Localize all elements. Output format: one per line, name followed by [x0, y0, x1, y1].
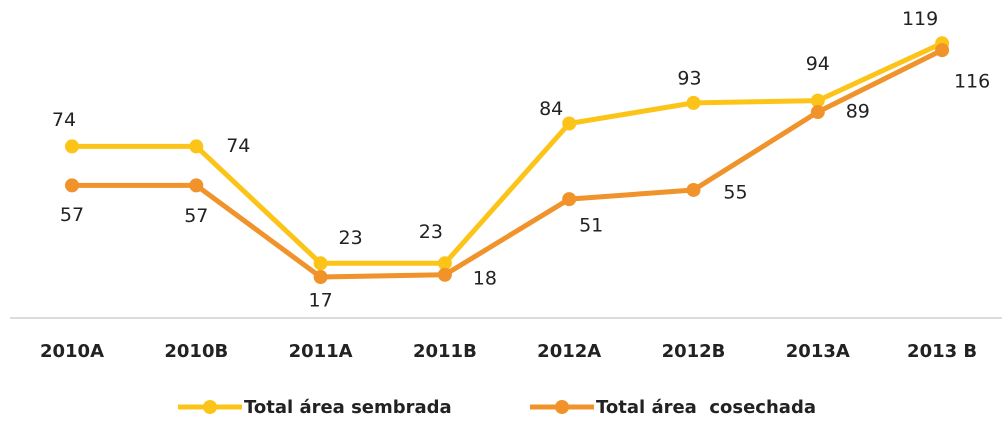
x-tick-label: 2012B	[662, 341, 726, 362]
data-label: 17	[309, 290, 333, 312]
x-tick-label: 2012A	[537, 341, 601, 362]
data-label: 93	[677, 67, 701, 89]
point	[562, 116, 577, 131]
point	[65, 178, 79, 193]
data-label: 119	[902, 8, 938, 30]
data-label: 74	[52, 109, 76, 131]
series-line	[72, 47, 944, 280]
series-line	[72, 41, 944, 266]
data-label: 74	[226, 135, 250, 157]
point	[810, 93, 825, 108]
point	[935, 43, 950, 58]
legend-label: Total área cosechada	[596, 397, 816, 418]
x-tick-label: 2011B	[413, 341, 477, 362]
data-label: 57	[60, 204, 84, 226]
point	[437, 256, 452, 271]
data-label: 23	[339, 227, 363, 249]
x-tick-label: 2013A	[786, 341, 850, 362]
point	[65, 139, 79, 154]
legend-marker	[555, 400, 569, 414]
legend-label: Total área sembrada	[244, 397, 452, 418]
point	[562, 192, 577, 207]
x-tick-label: 2010B	[164, 341, 228, 362]
point	[189, 178, 204, 193]
legend-marker	[203, 400, 217, 414]
data-label: 51	[579, 215, 603, 237]
x-tick-label: 2013 B	[907, 341, 977, 362]
point	[686, 95, 701, 110]
point	[313, 256, 328, 271]
x-tick-label: 2010A	[40, 341, 104, 362]
point	[810, 105, 825, 120]
data-label: 116	[954, 71, 990, 93]
point	[686, 182, 701, 197]
data-label: 55	[723, 181, 747, 203]
data-label: 94	[806, 53, 830, 75]
data-label: 89	[846, 101, 870, 123]
data-label: 18	[473, 267, 497, 289]
point	[189, 139, 204, 154]
data-label: 84	[539, 98, 563, 120]
data-label: 57	[184, 205, 208, 227]
x-tick-label: 2011A	[289, 341, 353, 362]
point	[313, 270, 328, 285]
point	[437, 267, 452, 282]
data-label: 23	[419, 221, 443, 243]
